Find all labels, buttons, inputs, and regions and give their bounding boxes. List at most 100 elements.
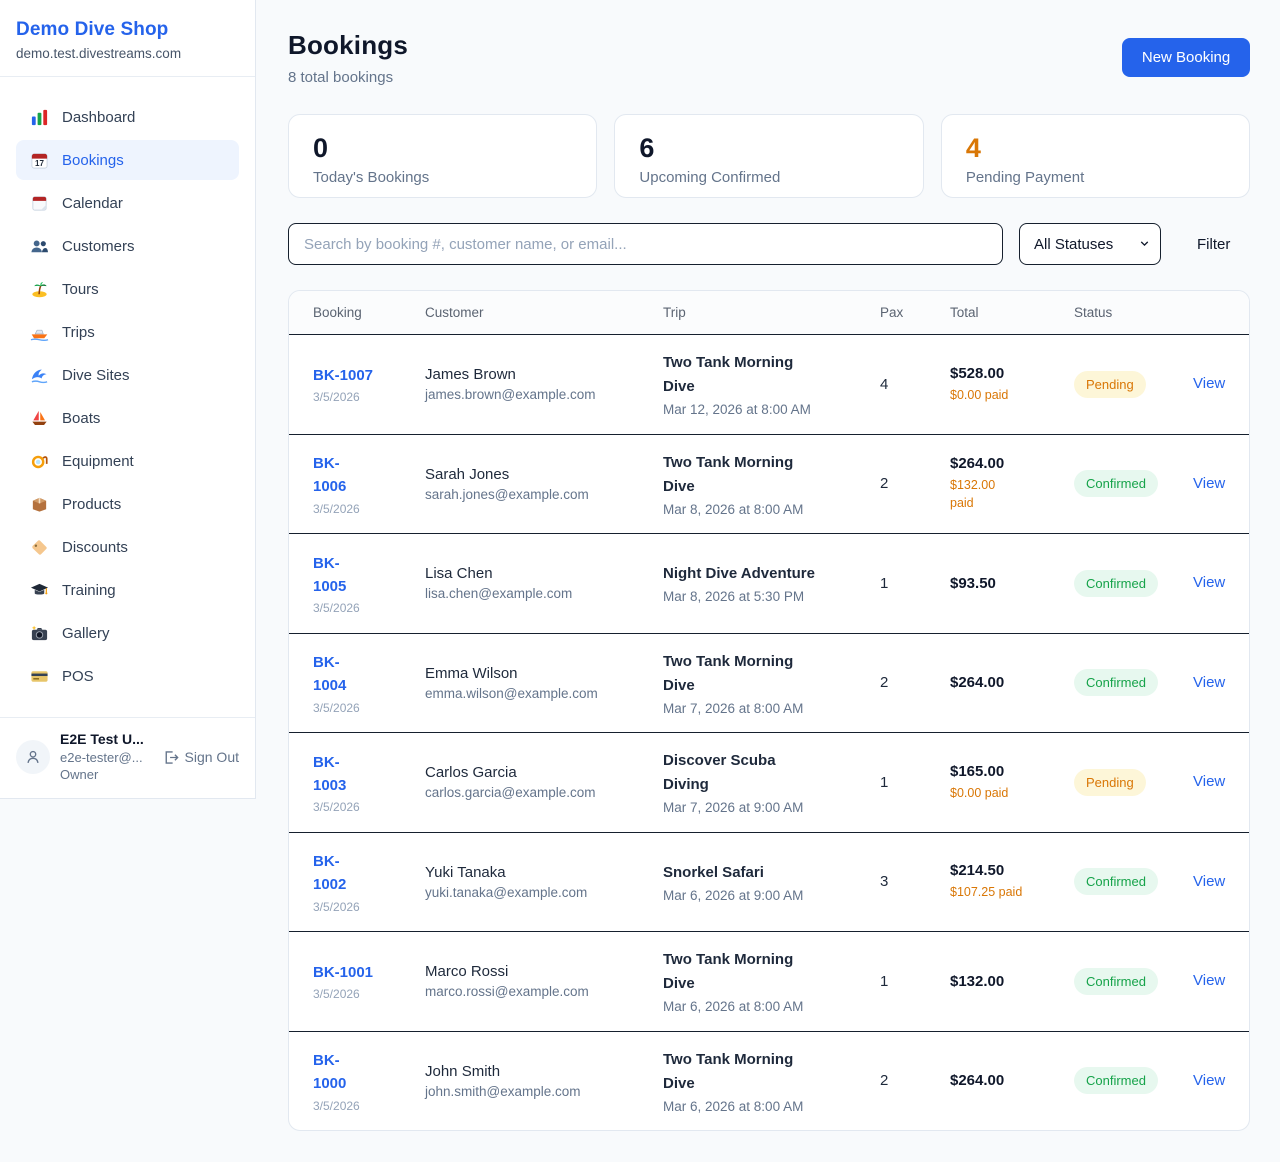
- paid-amount: $132.00 paid: [950, 478, 996, 511]
- booking-cell: BK- 1003 3/5/2026: [313, 751, 425, 815]
- view-link[interactable]: View: [1193, 574, 1226, 592]
- pax-value: 2: [880, 475, 889, 493]
- booking-id-link[interactable]: BK-1007: [313, 367, 374, 385]
- new-booking-button[interactable]: New Booking: [1121, 38, 1251, 77]
- customer-email: lisa.chen@example.com: [425, 586, 573, 602]
- sidebar-item-dashboard[interactable]: Dashboard: [16, 97, 239, 137]
- view-link[interactable]: View: [1193, 972, 1226, 990]
- graduation-cap-icon: [29, 580, 49, 600]
- booking-id-link[interactable]: BK- 1000: [313, 1052, 347, 1093]
- filter-button[interactable]: Filter: [1197, 235, 1231, 253]
- booking-id-link[interactable]: BK- 1004: [313, 654, 347, 695]
- booking-cell: BK- 1005 3/5/2026: [313, 552, 425, 616]
- stat-cards: 0 Today's Bookings 6 Upcoming Confirmed …: [288, 114, 1251, 198]
- view-link[interactable]: View: [1193, 474, 1226, 492]
- sidebar-item-bookings[interactable]: 17 Bookings: [16, 140, 239, 180]
- total-amount: $264.00: [950, 674, 1005, 692]
- sidebar-item-label: Products: [62, 495, 122, 513]
- brand: Demo Dive Shop demo.test.divestreams.com: [0, 0, 255, 77]
- table-row: BK- 1004 3/5/2026 Emma Wilson emma.wilso…: [289, 632, 1250, 733]
- stat-label: Upcoming Confirmed: [639, 168, 781, 186]
- trip-name: Two Tank Morning Dive: [663, 652, 794, 694]
- page-title: Bookings: [288, 30, 409, 60]
- trip-datetime: Mar 6, 2026 at 8:00 AM: [663, 1098, 804, 1114]
- pax-value: 1: [880, 574, 889, 592]
- trip-name: Two Tank Morning Dive: [663, 951, 794, 993]
- search-input[interactable]: [288, 223, 1003, 265]
- view-link[interactable]: View: [1193, 773, 1226, 791]
- customer-cell: James Brown james.brown@example.com: [425, 366, 663, 402]
- actions-cell: View: [1193, 873, 1225, 891]
- total-cell: $264.00 $132.00 paid: [950, 455, 1074, 512]
- sidebar-item-label: Dashboard: [62, 108, 136, 126]
- customer-name: Marco Rossi: [425, 963, 509, 981]
- sidebar-item-pos[interactable]: POS: [16, 656, 239, 696]
- trip-cell: Two Tank Morning Dive Mar 12, 2026 at 8:…: [663, 351, 880, 417]
- view-link[interactable]: View: [1193, 375, 1226, 393]
- credit-card-icon: [29, 666, 49, 686]
- customer-cell: Yuki Tanaka yuki.tanaka@example.com: [425, 864, 663, 900]
- sidebar-item-boats[interactable]: Boats: [16, 398, 239, 438]
- sign-out-button[interactable]: Sign Out: [162, 749, 239, 766]
- users-icon: [29, 236, 49, 256]
- booking-date: 3/5/2026: [313, 501, 360, 516]
- customer-name: John Smith: [425, 1062, 501, 1080]
- table-row: BK-1007 3/5/2026 James Brown james.brown…: [289, 334, 1250, 434]
- sidebar-item-label: Tours: [62, 280, 99, 298]
- sidebar-item-discounts[interactable]: Discounts: [16, 527, 239, 567]
- column-header-booking: Booking: [313, 305, 362, 320]
- customer-email: yuki.tanaka@example.com: [425, 884, 588, 900]
- view-link[interactable]: View: [1193, 1071, 1226, 1089]
- booking-date: 3/5/2026: [313, 1098, 360, 1113]
- sidebar-item-tours[interactable]: Tours: [16, 269, 239, 309]
- booking-cell: BK- 1002 3/5/2026: [313, 850, 425, 914]
- stat-value: 4: [965, 133, 981, 163]
- booking-date: 3/5/2026: [313, 390, 360, 405]
- stat-value: 6: [639, 133, 655, 163]
- total-cell: $214.50 $107.25 paid: [950, 862, 1074, 901]
- sidebar-item-customers[interactable]: Customers: [16, 226, 239, 266]
- column-header-pax: Pax: [880, 305, 904, 320]
- sidebar-item-dive-sites[interactable]: Dive Sites: [16, 355, 239, 395]
- booking-id-link[interactable]: BK-1001: [313, 964, 374, 982]
- view-link[interactable]: View: [1193, 673, 1226, 691]
- stat-label: Pending Payment: [965, 168, 1085, 186]
- stat-value: 0: [313, 133, 329, 163]
- customer-email: marco.rossi@example.com: [425, 984, 589, 1000]
- island-icon: [29, 279, 49, 299]
- sidebar-item-equipment[interactable]: Equipment: [16, 441, 239, 481]
- calendar-date-icon: 17: [29, 150, 49, 170]
- sidebar-item-label: Bookings: [62, 151, 124, 169]
- pax-value: 4: [880, 375, 889, 393]
- status-cell: Pending: [1074, 768, 1193, 796]
- booking-id-link[interactable]: BK- 1005: [313, 554, 347, 595]
- view-link[interactable]: View: [1193, 872, 1226, 890]
- brand-name[interactable]: Demo Dive Shop: [16, 19, 169, 40]
- status-filter-select[interactable]: All Statuses: [1019, 223, 1161, 265]
- booking-id-link[interactable]: BK- 1003: [313, 753, 347, 794]
- booking-cell: BK- 1006 3/5/2026: [313, 452, 425, 516]
- paid-amount: $107.25 paid: [950, 885, 1023, 900]
- package-icon: [29, 494, 49, 514]
- sidebar-item-label: Calendar: [62, 194, 123, 212]
- sidebar-item-products[interactable]: Products: [16, 484, 239, 524]
- status-badge: Confirmed: [1074, 1067, 1158, 1095]
- status-badge: Confirmed: [1074, 669, 1158, 697]
- actions-cell: View: [1193, 375, 1225, 393]
- trip-name: Two Tank Morning Dive: [663, 354, 794, 396]
- sidebar-item-gallery[interactable]: Gallery: [16, 613, 239, 653]
- speedboat-icon: [29, 322, 49, 342]
- sidebar-item-training[interactable]: Training: [16, 570, 239, 610]
- status-badge: Confirmed: [1074, 470, 1158, 498]
- total-cell: $264.00: [950, 674, 1074, 691]
- trip-name: Discover Scuba Diving: [663, 752, 776, 794]
- booking-id-link[interactable]: BK- 1006: [313, 455, 347, 496]
- customer-name: Lisa Chen: [425, 565, 493, 583]
- user-email: e2e-tester@...: [60, 749, 143, 765]
- customer-email: john.smith@example.com: [425, 1083, 581, 1099]
- actions-cell: View: [1193, 773, 1225, 791]
- booking-id-link[interactable]: BK- 1002: [313, 853, 347, 894]
- sidebar-item-trips[interactable]: Trips: [16, 312, 239, 352]
- trip-name: Night Dive Adventure: [663, 565, 815, 583]
- sidebar-item-calendar[interactable]: Calendar: [16, 183, 239, 223]
